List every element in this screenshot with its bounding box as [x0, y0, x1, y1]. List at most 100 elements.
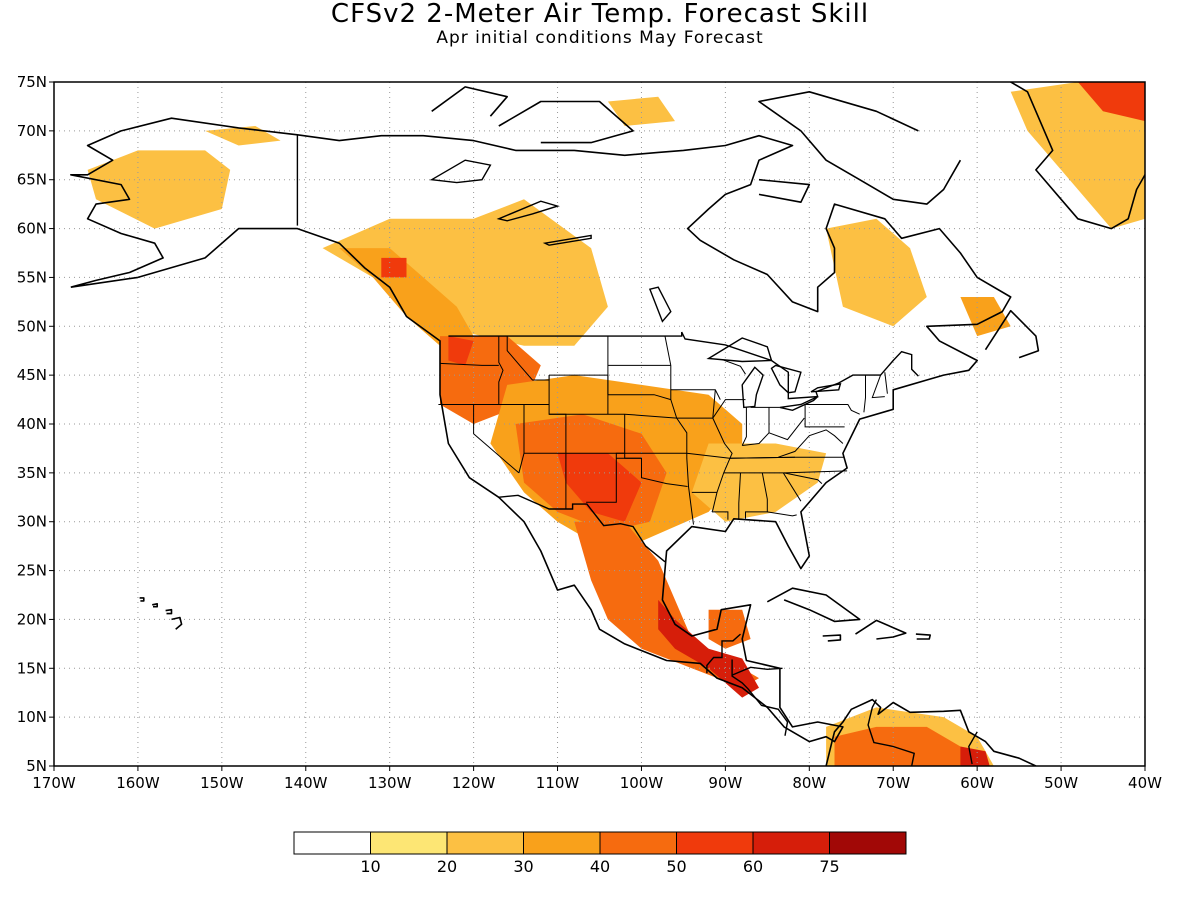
- skill-region-greenland-hot: [1077, 82, 1145, 122]
- skill-region-south-america-orange: [834, 726, 978, 766]
- lat-tick-label: 60N: [17, 220, 47, 238]
- coastline-victoria-island: [498, 100, 634, 144]
- great-slave-lake: [496, 200, 560, 222]
- state-line-ga-fl: [767, 511, 797, 517]
- lake-ontario: [810, 383, 842, 393]
- legend-swatch: [446, 831, 524, 855]
- border-us-canada-49th: [448, 331, 919, 400]
- border-guatemala-mexico: [706, 633, 741, 674]
- legend-swatch: [752, 831, 830, 855]
- state-line-ms-la: [712, 511, 729, 520]
- lon-tick-label: 90W: [708, 774, 742, 792]
- coastline-north-america: [70, 117, 1012, 743]
- lon-tick-label: 70W: [876, 774, 910, 792]
- state-line-four-corners-lat: [524, 452, 844, 459]
- coastline-hawaii-oahu: [152, 602, 158, 608]
- coastline-hawaii-maui: [165, 608, 173, 615]
- skill-shading-layer: [87, 82, 1145, 766]
- state-line-ga-sc: [782, 472, 802, 502]
- state-line-il-in: [741, 407, 747, 446]
- lon-tick-label: 130W: [368, 774, 412, 792]
- legend-label: 60: [743, 857, 763, 876]
- coastline-hawaii-kauai: [139, 597, 145, 602]
- legend-swatch: [829, 831, 907, 855]
- great-bear-lake: [429, 159, 492, 184]
- coastline-puerto-rico: [915, 633, 932, 640]
- lat-tick-label: 15N: [17, 659, 47, 677]
- lon-tick-label: 160W: [116, 774, 160, 792]
- lon-tick-label: 40W: [1128, 774, 1162, 792]
- lat-tick-label: 50N: [17, 317, 47, 335]
- skill-region-mexico-orange: [574, 521, 759, 688]
- lat-tick-label: 40N: [17, 415, 47, 433]
- lat-tick-label: 20N: [17, 610, 47, 628]
- map-subtitle: Apr initial conditions May Forecast: [436, 28, 764, 48]
- color-legend: 10 20 30 40 50 60 75: [293, 831, 907, 876]
- border-layer: [296, 134, 978, 766]
- lon-tick-label: 80W: [792, 774, 826, 792]
- legend-label: 75: [819, 857, 839, 876]
- lat-tick-label: 30N: [17, 513, 47, 531]
- state-line-id-west: [498, 336, 504, 405]
- skill-region-mexico-red: [658, 599, 759, 698]
- lon-tick-label: 50W: [1044, 774, 1078, 792]
- lat-tick-label: 10N: [17, 708, 47, 726]
- legend-label: 20: [437, 857, 457, 876]
- state-line-ut-co: [548, 375, 567, 509]
- skill-region-pnw-red: [448, 336, 474, 366]
- lat-tick-label: 45N: [17, 366, 47, 384]
- skill-region-hudson-east: [826, 218, 927, 327]
- coastline-hawaii-big: [171, 616, 183, 630]
- coastline-south-america: [825, 698, 1037, 766]
- legend-label: 30: [513, 857, 533, 876]
- axis-ticks: 75N 70N 65N 60N 55N 50N 45N 40N 35N 30N 25N 20N 15N 1…: [17, 73, 1162, 792]
- lat-tick-label: 25N: [17, 562, 47, 580]
- legend-swatch: [599, 831, 677, 855]
- skill-region-venezuela-red: [960, 746, 990, 766]
- skill-region-greenland-coast: [1010, 82, 1145, 229]
- state-line-mn-west: [664, 336, 694, 525]
- state-line-wi-mi: [721, 359, 746, 375]
- state-line-co-east: [586, 414, 626, 503]
- border-central-america: [731, 659, 789, 736]
- lake-superior: [706, 337, 773, 363]
- border-us-mexico: [497, 494, 666, 563]
- legend-label: 50: [666, 857, 686, 876]
- gridlines: [54, 82, 1145, 766]
- state-line-oh-river: [742, 417, 805, 446]
- border-colombia-venezuela: [867, 699, 916, 766]
- lon-tick-label: 150W: [200, 774, 244, 792]
- lon-tick-label: 140W: [284, 774, 328, 792]
- skill-region-southeast-yellow: [691, 443, 827, 522]
- state-line-ks-ok: [624, 453, 688, 487]
- state-line-pa-south: [804, 404, 845, 428]
- coastline-hispaniola: [855, 619, 907, 640]
- legend-swatch: [370, 831, 448, 855]
- lat-tick-label: 65N: [17, 171, 47, 189]
- state-line-ca-nv: [473, 404, 520, 474]
- state-line-mississippi: [711, 389, 733, 513]
- coastline-layer: [70, 82, 1145, 766]
- state-line-ms-al: [738, 472, 741, 519]
- skill-region-bc-hot: [381, 257, 407, 278]
- lon-tick-label: 120W: [452, 774, 496, 792]
- state-line-me-nh: [884, 372, 888, 394]
- coastline-jamaica: [822, 634, 842, 642]
- lat-tick-label: 70N: [17, 122, 47, 140]
- coastline-newfoundland: [984, 309, 1040, 359]
- legend-swatch: [293, 831, 371, 855]
- legend-label: 40: [590, 857, 610, 876]
- legend-swatch: [676, 831, 754, 855]
- map-title: CFSv2 2-Meter Air Temp. Forecast Skill: [330, 0, 870, 29]
- lat-tick-label: 5N: [26, 757, 47, 775]
- lon-tick-label: 110W: [536, 774, 580, 792]
- legend-label: 10: [360, 857, 380, 876]
- state-line-nc-sc: [784, 472, 823, 484]
- state-line-va-md: [778, 429, 844, 458]
- skill-region-labrador: [960, 297, 1011, 337]
- coastline-cuba: [766, 587, 861, 623]
- lake-huron: [770, 364, 802, 394]
- coastline-southampton-island: [758, 178, 811, 203]
- lake-michigan: [741, 366, 764, 409]
